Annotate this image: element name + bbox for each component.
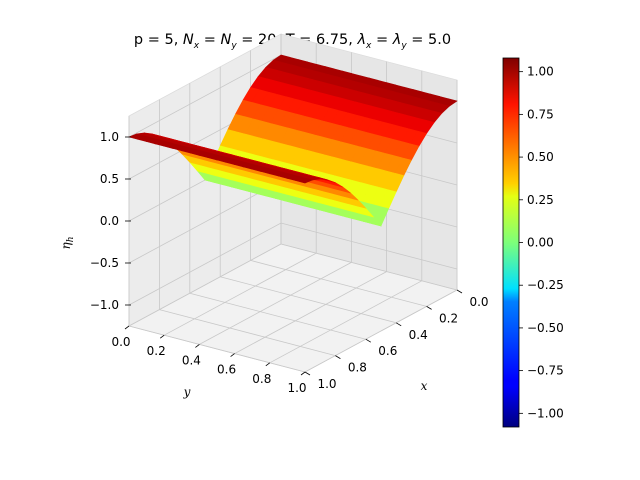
colorbar: −1.00 −0.75 −0.50 −0.25 0.00 0.25 0.50 0.75 1.00: [502, 57, 564, 428]
gridline-x: [280, 243, 458, 291]
gridline-x: [159, 309, 336, 356]
gridline-y: [128, 243, 282, 327]
y-axis-label: y: [183, 385, 191, 399]
surface-mesh: [128, 54, 458, 227]
x-tick-mark: [304, 371, 311, 376]
colorbar-tick-label: 0.75: [527, 107, 554, 121]
gridline-y: [234, 271, 387, 354]
y-tick-mark: [124, 325, 130, 330]
gridline-x: [220, 276, 397, 324]
y-tick-label: 0.0: [111, 335, 130, 349]
gridline-y: [199, 262, 352, 345]
colorbar-tick-label: −0.75: [527, 364, 564, 378]
x-tick-mark: [335, 355, 341, 359]
gridline-y: [304, 289, 458, 373]
colorbar-ticks: −1.00 −0.75 −0.50 −0.25 0.00 0.25 0.50 0.75 1.00: [519, 65, 564, 420]
z-tick-label: −0.5: [90, 256, 119, 270]
x-tick-label: 0.4: [409, 328, 428, 342]
y-tick-mark: [159, 334, 165, 339]
x-tick-mark: [365, 338, 372, 343]
colorbar-tick-label: 0.25: [527, 193, 554, 207]
x-tick-mark: [426, 306, 432, 310]
z-tick-label: 0.0: [100, 214, 119, 228]
colorbar-tick-label: 0.50: [527, 150, 554, 164]
y-tick-mark: [265, 362, 271, 367]
gridline-x: [128, 325, 306, 373]
colorbar-tick-label: 0.00: [527, 236, 554, 250]
gridline-x: [189, 292, 366, 340]
z-axis-label: ηh: [59, 237, 76, 250]
colorbar-tick-label: 1.00: [527, 65, 554, 79]
gridline-y: [164, 252, 317, 336]
z-tick-label: 0.5: [100, 172, 119, 186]
colorbar-gradient: [502, 57, 520, 428]
x-tick-label: 0.6: [378, 344, 397, 358]
gridline-x: [250, 260, 427, 307]
x-axis-label: x: [421, 379, 428, 393]
colorbar-tick-label: −1.00: [527, 406, 564, 420]
surface-patch: [295, 177, 314, 184]
axis-ticks: −1.0 −0.5 0.0 0.5 1.0 0.0 0.2 0.4 0.6 0.8 1.0 0.0 0.…: [59, 130, 489, 399]
y-tick-mark: [230, 353, 235, 357]
y-tick-label: 1.0: [287, 381, 306, 395]
chart-title: p = 5, Nx = Ny = 20, T = 6.75, λx = λy =…: [133, 32, 452, 51]
gridline-y: [269, 280, 422, 364]
x-tick-label: 0.8: [348, 361, 367, 375]
y-tick-label: 0.2: [147, 344, 166, 358]
x-tick-label: 0.2: [439, 311, 458, 325]
y-tick-mark: [300, 371, 306, 376]
y-tick-label: 0.4: [182, 353, 201, 367]
y-tick-label: 0.8: [252, 372, 271, 386]
colorbar-tick-label: −0.25: [527, 278, 564, 292]
x-tick-mark: [395, 322, 402, 327]
x-tick-label: 0.0: [469, 295, 488, 309]
y-tick-mark: [195, 344, 200, 348]
y-tick-label: 0.6: [217, 363, 236, 377]
z-tick-label: 1.0: [100, 130, 119, 144]
x-tick-label: 1.0: [317, 377, 336, 391]
z-tick-label: −1.0: [90, 298, 119, 312]
gridline-z: [128, 222, 458, 306]
colorbar-tick-label: −0.50: [527, 321, 564, 335]
x-tick-mark: [456, 289, 463, 294]
